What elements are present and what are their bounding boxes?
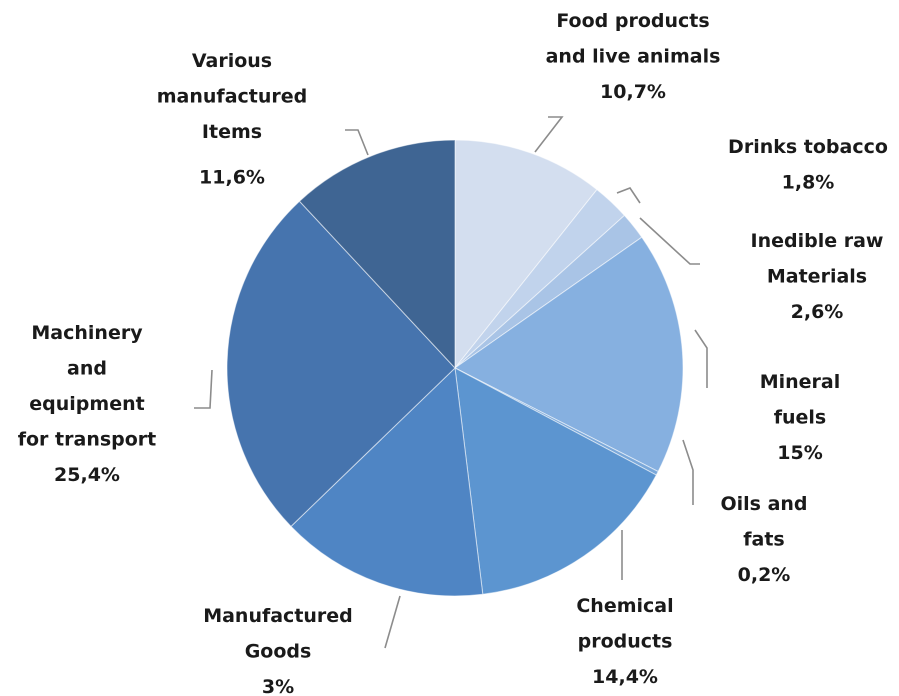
slice-label-line: Items (202, 121, 262, 143)
slice-label-line: and live animals (546, 46, 721, 68)
pie-slice-food-products-and-live-animals (454, 139, 598, 370)
pie-slice-various-manufactured-items (298, 139, 456, 370)
slice-label-line: Inedible raw (751, 230, 884, 252)
slice-label-line: Various (192, 50, 272, 72)
pie-slice-machinery-and-equipment-for-transport (226, 200, 456, 528)
slice-value-label: 10,7% (600, 81, 666, 103)
slice-value-label: 11,6% (199, 167, 265, 189)
slice-label-line: Materials (767, 266, 867, 288)
slice-label-inedible-raw-materials: Inedible raw Materials 2,6% (751, 230, 884, 323)
pie-slice-manufactured-goods (290, 366, 484, 597)
slice-label-food-products-and-live-animals: Food products and live animals 10,7% (546, 10, 721, 103)
slice-label-line: Manufactured (203, 605, 353, 627)
slice-label-line: and (67, 358, 107, 380)
pie-slices (226, 139, 684, 597)
slice-label-line: fuels (774, 407, 827, 429)
pie-slice-mineral-fuels (454, 236, 684, 473)
pie-slice-chemical-products (454, 367, 657, 595)
leader-line-inedible-raw-materials (639, 217, 700, 265)
slice-label-line: products (578, 631, 673, 653)
slice-label-manufactured-goods: Manufactured Goods 3% (203, 605, 353, 696)
slice-label-line: Mineral (760, 371, 841, 393)
slice-label-drinks-tobacco: Drinks tobacco 1,8% (728, 136, 888, 194)
slice-value-label: 14,4% (592, 666, 658, 688)
slice-label-machinery-and-equipment-for-transport: Machinery and equipment for transport 25,4% (18, 322, 157, 486)
slice-value-label: 0,2% (738, 564, 791, 586)
slice-value-label: 2,6% (791, 301, 844, 323)
slice-label-oils-and-fats: Oils and fats 0,2% (720, 493, 807, 586)
leader-line-oils-and-fats (682, 439, 694, 505)
slice-labels: Food products and live animals 10,7% Drinks… (18, 10, 888, 696)
slice-label-line: manufactured (157, 86, 308, 108)
slice-label-line: Food products (556, 10, 709, 32)
leader-lines (194, 116, 708, 649)
slice-label-chemical-products: Chemical products 14,4% (576, 595, 673, 688)
slice-label-line: for transport (18, 429, 157, 451)
leader-line-various-manufactured-items (345, 129, 369, 156)
leader-line-food-products-and-live-animals (534, 116, 564, 153)
slice-label-line: equipment (29, 393, 144, 415)
slice-label-line: Machinery (31, 322, 143, 344)
slice-value-label: 1,8% (782, 172, 835, 194)
leader-line-machinery-and-equipment-for-transport (194, 369, 213, 409)
slice-label-line: Goods (245, 641, 312, 663)
slice-label-line: Chemical (576, 595, 673, 617)
slice-label-line: Oils and (720, 493, 807, 515)
slice-label-line: Drinks tobacco (728, 136, 888, 158)
slice-label-mineral-fuels: Mineral fuels 15% (760, 371, 841, 464)
slice-label-line: fats (743, 529, 784, 551)
slice-label-various-manufactured-items: Various manufactured Items 11,6% (157, 50, 308, 189)
leader-line-mineral-fuels (694, 329, 708, 388)
slice-value-label: 15% (777, 442, 822, 464)
leader-line-manufactured-goods (384, 595, 401, 649)
slice-value-label: 3% (262, 676, 294, 696)
leader-line-drinks-tobacco (616, 187, 641, 204)
slice-value-label: 25,4% (54, 464, 120, 486)
